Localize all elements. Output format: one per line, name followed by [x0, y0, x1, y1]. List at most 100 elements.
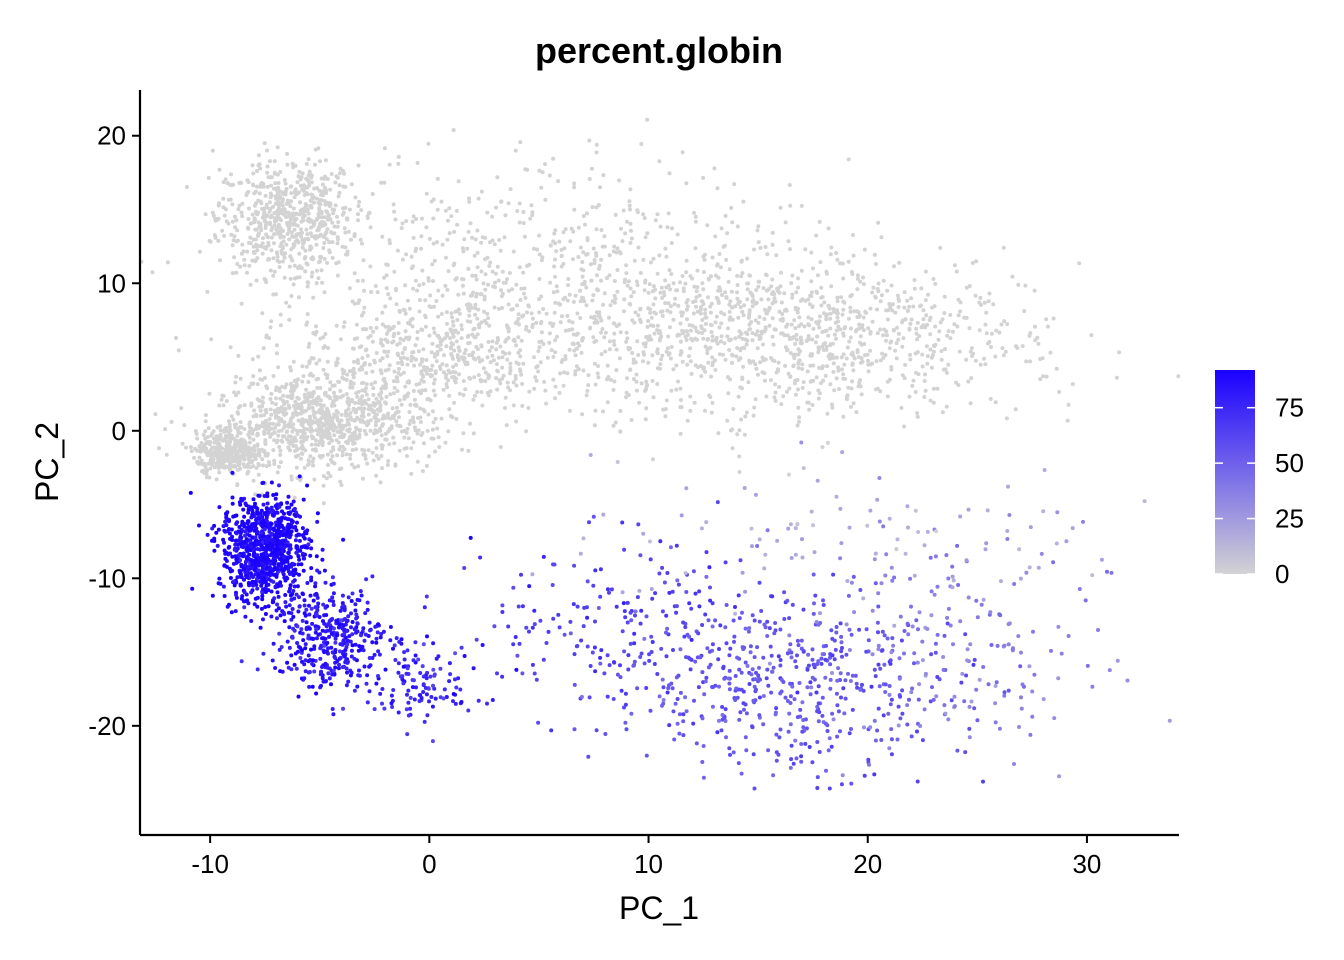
data-point: [371, 458, 376, 463]
data-point: [214, 530, 219, 535]
data-point: [382, 379, 387, 384]
data-point: [230, 501, 235, 506]
data-point: [360, 356, 365, 360]
data-point: [599, 278, 603, 283]
data-point: [240, 214, 245, 219]
data-point: [680, 359, 685, 364]
data-point: [833, 320, 838, 325]
data-point: [322, 290, 327, 295]
data-point: [444, 310, 449, 315]
data-point: [848, 294, 853, 299]
data-point: [555, 289, 560, 294]
data-point: [373, 413, 378, 418]
data-point: [470, 273, 475, 278]
data-point: [855, 350, 860, 355]
data-point: [787, 472, 791, 477]
data-point: [799, 341, 804, 346]
data-point: [348, 369, 353, 373]
data-point: [253, 189, 258, 194]
data-point: [651, 302, 656, 307]
data-point: [512, 337, 517, 342]
data-point: [891, 327, 896, 332]
data-point: [442, 353, 446, 358]
data-point: [405, 362, 410, 367]
data-point: [804, 339, 809, 343]
data-point: [547, 331, 552, 336]
data-point: [281, 398, 286, 403]
data-point: [738, 305, 743, 310]
data-point: [324, 237, 329, 242]
data-point: [230, 538, 235, 542]
data-point: [566, 277, 571, 281]
data-point: [257, 368, 262, 373]
data-point: [493, 280, 497, 285]
data-point: [326, 214, 331, 219]
data-point: [265, 501, 270, 506]
data-point: [436, 344, 441, 349]
data-point: [1004, 416, 1009, 421]
data-point: [429, 367, 434, 372]
data-point: [405, 356, 410, 361]
data-point: [232, 547, 237, 552]
data-point: [363, 453, 368, 458]
data-point: [197, 455, 202, 460]
data-point: [481, 281, 486, 286]
data-point: [364, 371, 369, 375]
data-point: [307, 359, 312, 364]
data-point: [755, 346, 760, 351]
data-point: [262, 527, 267, 532]
data-point: [409, 471, 414, 476]
data-point: [745, 332, 750, 336]
data-point: [245, 191, 250, 196]
data-point: [238, 180, 243, 185]
data-point: [417, 298, 422, 302]
data-point: [411, 264, 415, 269]
data-point: [251, 497, 256, 502]
data-point: [532, 355, 536, 360]
data-point: [370, 369, 375, 374]
data-point: [592, 423, 597, 428]
data-point: [272, 159, 277, 164]
data-point: [593, 408, 598, 413]
data-point: [688, 346, 693, 351]
data-point: [901, 336, 906, 341]
data-point: [404, 219, 409, 224]
data-point: [479, 189, 484, 194]
data-point: [739, 417, 744, 422]
data-point: [793, 326, 798, 331]
data-point: [638, 317, 642, 322]
data-point: [946, 362, 951, 367]
data-point: [456, 330, 461, 335]
data-point: [396, 161, 401, 166]
data-point: [321, 474, 326, 479]
data-point: [163, 427, 168, 432]
data-point: [248, 235, 253, 240]
data-point: [333, 203, 338, 208]
data-point: [939, 357, 944, 362]
data-point: [277, 445, 282, 449]
data-point: [405, 298, 410, 303]
data-point: [348, 452, 353, 457]
data-point: [584, 285, 589, 290]
data-point: [317, 358, 322, 363]
data-point: [260, 251, 265, 256]
data-point: [356, 204, 361, 208]
data-point: [203, 413, 208, 418]
data-point: [702, 365, 707, 370]
data-point: [776, 360, 781, 365]
data-point: [436, 435, 441, 440]
data-point: [655, 350, 659, 354]
data-point: [371, 402, 376, 406]
data-point: [258, 413, 263, 418]
data-point: [551, 354, 556, 359]
data-point: [308, 231, 313, 236]
data-point: [532, 246, 536, 251]
data-point: [565, 371, 570, 376]
data-point: [298, 183, 303, 188]
data-point: [318, 385, 323, 390]
data-point: [367, 210, 372, 215]
data-point: [329, 230, 334, 235]
data-point: [432, 330, 437, 335]
data-point: [420, 469, 425, 474]
data-point: [315, 511, 320, 516]
